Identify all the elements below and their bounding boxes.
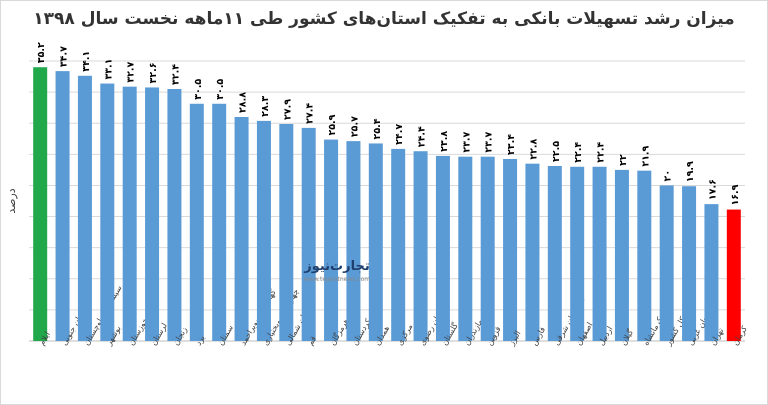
bar-18 (413, 151, 428, 341)
data-label-9: ۳۰.۵ (215, 79, 226, 100)
bar-13 (301, 127, 316, 341)
bar-27 (614, 169, 629, 341)
y-axis-label: درصد (5, 188, 18, 213)
data-label-20: ۲۳.۷ (461, 131, 472, 152)
bar-4 (100, 83, 115, 342)
bar-5 (122, 86, 137, 342)
bar-30 (682, 186, 697, 341)
bar-12 (279, 124, 294, 341)
bar-15 (346, 141, 361, 341)
bar-8 (189, 103, 204, 342)
bar-24 (547, 166, 562, 341)
data-label-11: ۲۸.۳ (260, 96, 271, 117)
bar-6 (145, 87, 160, 341)
data-label-25: ۲۲.۴ (573, 142, 584, 163)
category-label-13: قم (306, 334, 318, 347)
data-label-29: ۲۰ (663, 170, 674, 182)
bar-11 (256, 120, 271, 341)
data-label-3: ۳۴.۱ (81, 51, 92, 72)
bar-21 (480, 156, 495, 341)
bar-23 (525, 163, 540, 341)
bar-19 (435, 155, 450, 341)
watermark-name: تجارت‌نیوز (304, 259, 370, 274)
bar-26 (592, 166, 607, 341)
data-label-22: ۲۳.۴ (506, 134, 517, 155)
data-label-18: ۲۴.۴ (417, 126, 428, 147)
bar-28 (637, 170, 652, 341)
watermark-site: www.tejaratnews.com (303, 276, 371, 283)
data-label-28: ۲۱.۹ (640, 145, 651, 166)
data-label-27: ۲۲ (618, 154, 629, 166)
bar-31 (704, 204, 719, 341)
watermark-logo: تجارت‌نیوز www.tejaratnews.com (297, 259, 377, 289)
bar-20 (458, 156, 473, 341)
data-label-10: ۲۸.۸ (238, 92, 249, 113)
data-label-4: ۳۳.۱ (103, 59, 114, 80)
data-label-13: ۲۷.۴ (305, 103, 316, 124)
data-label-6: ۳۲.۶ (148, 62, 159, 83)
bar-16 (368, 143, 383, 341)
bar-3 (77, 75, 92, 342)
bar-2 (55, 71, 70, 341)
data-label-24: ۲۲.۵ (551, 141, 562, 162)
data-label-14: ۲۵.۹ (327, 114, 338, 135)
chart-title: میزان رشد تسهیلات بانکی به تفکیک استان‌ه… (33, 9, 735, 29)
data-label-31: ۱۷.۶ (707, 179, 718, 200)
bar-17 (391, 148, 406, 341)
data-label-7: ۳۲.۴ (170, 64, 181, 85)
bar-1 (33, 67, 48, 341)
bar-9 (212, 103, 227, 342)
data-label-17: ۲۴.۷ (394, 124, 405, 145)
bar-22 (503, 159, 518, 341)
data-label-5: ۳۲.۷ (126, 61, 137, 82)
data-label-32: ۱۶.۹ (730, 184, 741, 205)
data-label-30: ۱۹.۹ (685, 161, 696, 182)
bar-10 (234, 117, 249, 341)
data-label-16: ۲۵.۴ (372, 118, 383, 139)
data-label-19: ۲۳.۸ (439, 131, 450, 152)
data-label-12: ۲۷.۹ (282, 99, 293, 120)
data-label-8: ۳۰.۵ (193, 79, 204, 100)
bar-29 (659, 185, 674, 341)
data-label-1: ۳۵.۲ (36, 42, 47, 63)
data-label-23: ۲۲.۸ (528, 138, 539, 159)
bar-14 (324, 139, 339, 341)
category-label-8: یزد (194, 334, 207, 347)
data-label-15: ۲۵.۷ (349, 116, 360, 137)
bar-25 (570, 166, 585, 341)
data-label-21: ۲۳.۷ (484, 131, 495, 152)
data-label-2: ۳۴.۷ (59, 46, 70, 67)
bar-32 (726, 209, 741, 341)
bar-7 (167, 89, 182, 341)
data-label-26: ۲۲.۴ (596, 142, 607, 163)
